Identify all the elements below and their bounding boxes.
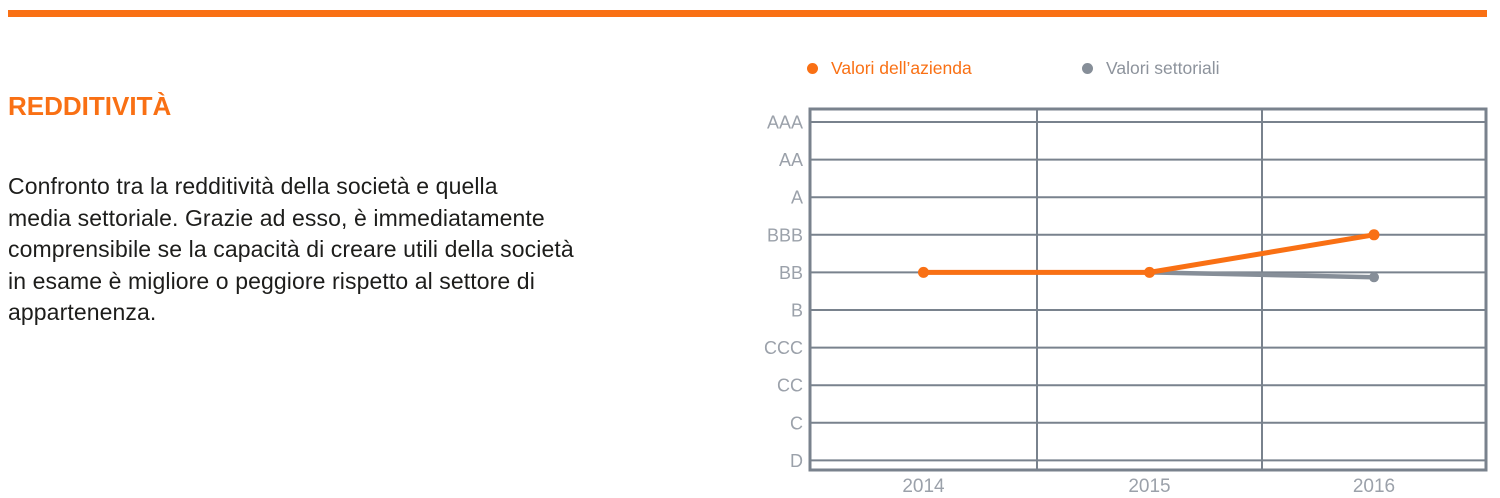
series-0-point-2015 [1144, 266, 1155, 278]
section-description: Confronto tra la redditività della socie… [8, 171, 574, 329]
legend-item-valori-azienda: Valori dell’azienda [807, 59, 972, 77]
plot-border [808, 107, 1488, 472]
y-axis-label-AA: AA [779, 150, 803, 170]
description-line: media settoriale. Grazie ad esso, è imme… [8, 204, 545, 231]
x-axis-label-2015: 2015 [1128, 476, 1170, 497]
description-line: comprensibile se la capacità di creare u… [8, 236, 574, 262]
section-title: REDDITIVITÀ [8, 91, 172, 121]
top-accent-bar [8, 10, 1487, 17]
series-0-point-2014 [918, 266, 929, 278]
y-axis-label-BB: BB [779, 263, 803, 283]
x-axis-label-2014: 2014 [902, 476, 945, 497]
legend-dot-settoriali-icon [1082, 62, 1093, 74]
legend-item-valori-settoriali: Valori settoriali [1082, 59, 1219, 77]
y-axis-label-AAA: AAA [767, 113, 803, 133]
y-axis-label-CC: CC [777, 376, 803, 396]
legend-label-azienda: Valori dell’azienda [831, 58, 972, 78]
legend-label-settoriali: Valori settoriali [1106, 58, 1220, 78]
description-line: Confronto tra la redditività della socie… [8, 173, 498, 199]
description-line: in esame è migliore o peggiore rispetto … [8, 267, 535, 294]
series-1-point-2016 [1369, 272, 1379, 283]
y-axis-label-B: B [791, 301, 803, 321]
x-axis-label-2016: 2016 [1353, 476, 1395, 497]
y-axis-label-A: A [791, 188, 803, 208]
description-line: appartenenza. [8, 299, 157, 325]
y-axis-label-C: C [790, 413, 803, 433]
y-axis-label-CCC: CCC [764, 338, 803, 358]
series-0-point-2016 [1368, 229, 1380, 241]
y-axis-label-BBB: BBB [767, 225, 803, 245]
y-axis-label-D: D [790, 451, 803, 471]
legend-dot-azienda-icon [807, 62, 818, 74]
series-line-0 [921, 232, 1377, 275]
